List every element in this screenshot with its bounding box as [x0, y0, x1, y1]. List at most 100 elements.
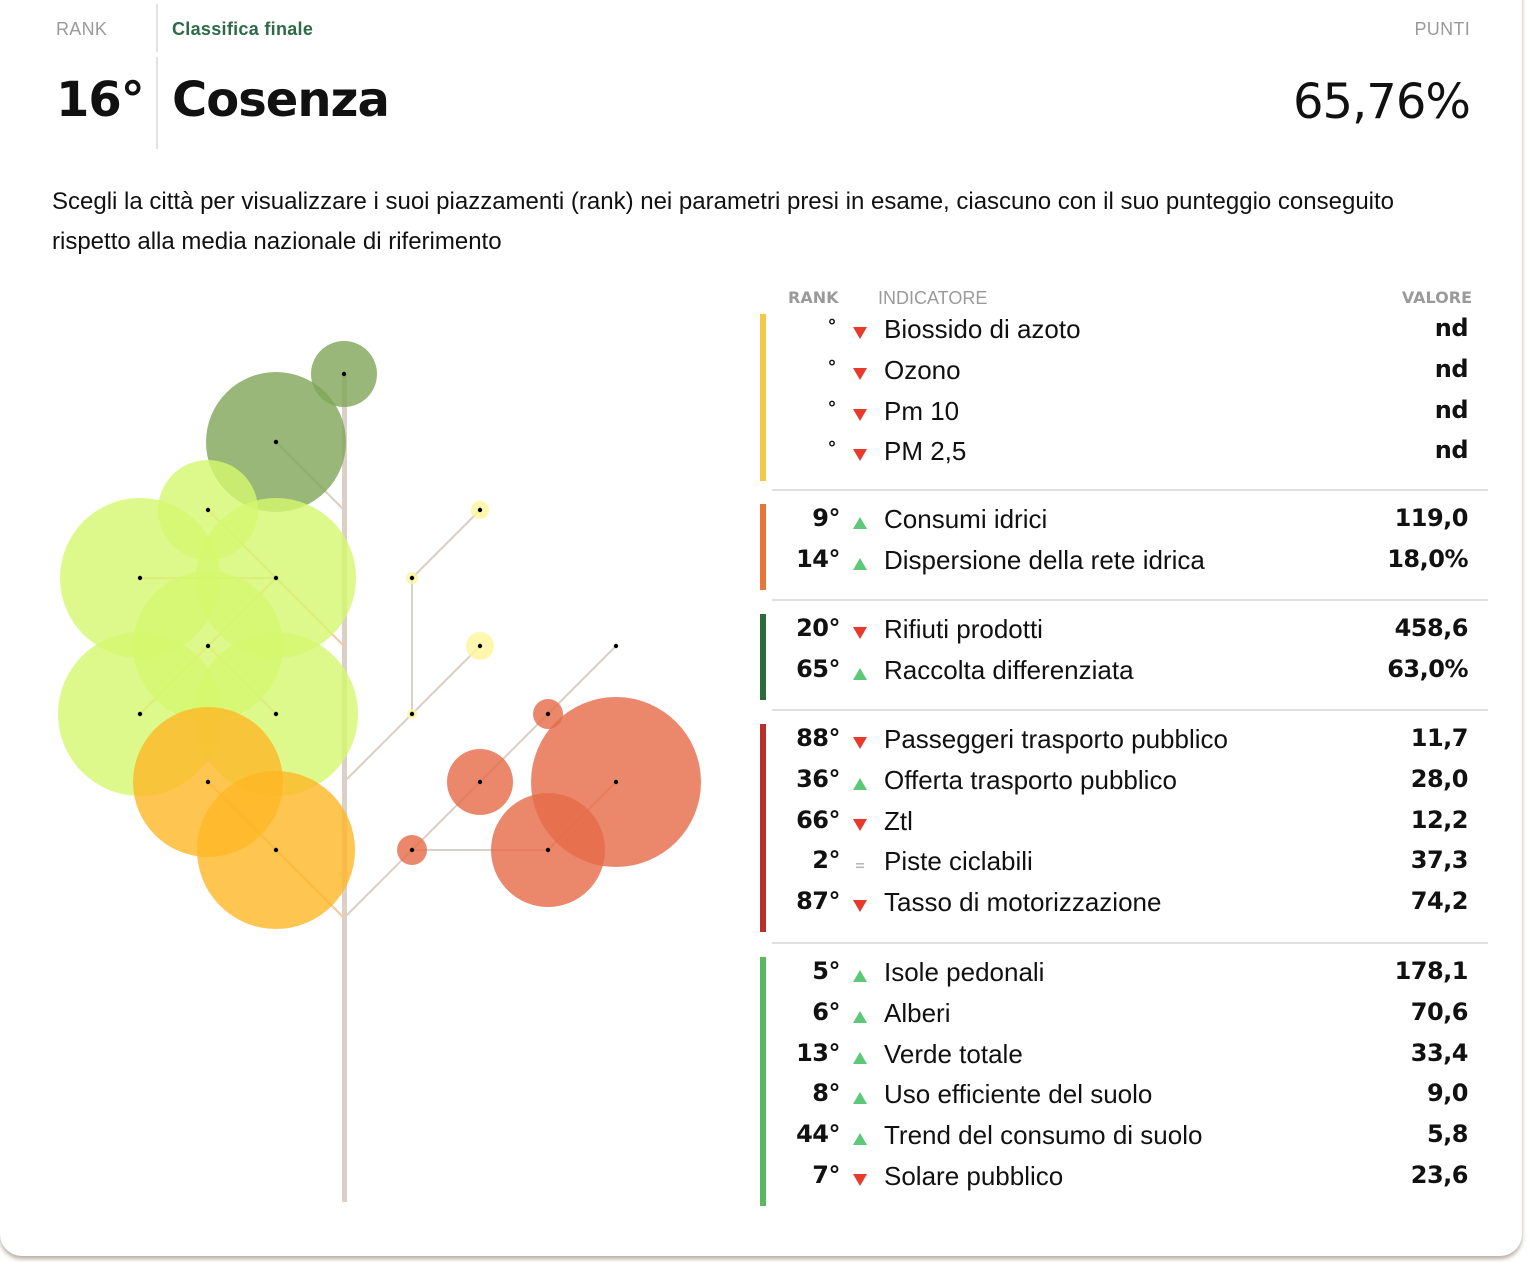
indicator-row[interactable]: 44° Trend del consumo di suolo 5,8: [760, 1120, 1488, 1161]
tree-node-dot: [545, 847, 551, 853]
indicator-rank: 13°: [796, 1038, 840, 1067]
indicator-label: Offerta trasporto pubblico: [884, 764, 1177, 795]
indicator-label: Piste ciclabili: [884, 846, 1033, 877]
group-color-bar: [760, 314, 766, 482]
trend-down-icon: [853, 818, 867, 831]
indicator-row[interactable]: 14° Dispersione della rete idrica 18,0%: [760, 545, 1488, 586]
indicator-row[interactable]: 88° Passeggeri trasporto pubblico 11,7: [760, 724, 1488, 765]
rank-column-label: RANK: [56, 19, 108, 39]
indicator-row[interactable]: 66° Ztl 12,2: [760, 806, 1488, 847]
indicator-label: Dispersione della rete idrica: [884, 544, 1205, 575]
city-name[interactable]: Cosenza: [172, 72, 390, 128]
indicator-value: nd: [1434, 354, 1469, 383]
trend-equal-icon: [856, 863, 864, 869]
indicator-row[interactable]: 13° Verde totale 33,4: [760, 1039, 1488, 1080]
indicator-value: 12,2: [1410, 805, 1469, 834]
trend-up-icon: [853, 970, 867, 982]
tree-trunk: [342, 374, 347, 1202]
tree-node-dot: [273, 711, 279, 717]
city-rank: 16°: [56, 72, 145, 128]
indicator-label: Rifiuti prodotti: [884, 614, 1043, 644]
tree-node-dot: [409, 575, 415, 581]
indicator-label: Ozono: [884, 354, 961, 385]
header-divider: [156, 4, 158, 52]
indicator-label: Passeggeri trasporto pubblico: [884, 724, 1228, 754]
indicator-label: Consumi idrici: [884, 504, 1048, 534]
indicator-value: 11,7: [1410, 724, 1469, 752]
indicator-label: Solare pubblico: [884, 1161, 1064, 1191]
trend-down-icon: [853, 367, 867, 380]
tree-branch: [411, 509, 481, 579]
tree-node-dot: [137, 575, 143, 581]
indicator-rank: 44°: [796, 1120, 840, 1149]
indicator-rank: 87°: [796, 887, 840, 916]
indicator-row[interactable]: ° Biossido di azoto nd: [760, 314, 1488, 355]
tree-node-dot: [545, 711, 551, 717]
indicator-row[interactable]: 7° Solare pubblico 23,6: [760, 1161, 1488, 1202]
group-color-bar: [760, 504, 766, 590]
indicator-rank: °: [827, 356, 837, 378]
trend-down-icon: [853, 737, 867, 749]
tree-node-dot: [613, 643, 619, 649]
indicator-label: Alberi: [884, 997, 951, 1028]
indicator-row[interactable]: 9° Consumi idrici 119,0: [760, 504, 1488, 545]
indicator-rank: 14°: [796, 544, 840, 573]
indicator-row[interactable]: 20° Rifiuti prodotti 458,6: [760, 614, 1488, 655]
indicator-rank: 8°: [812, 1079, 840, 1108]
group-color-bar: [760, 614, 766, 700]
indicator-tree: [58, 341, 701, 1202]
tree-node-dot: [477, 643, 483, 649]
indicator-value: 63,0%: [1387, 654, 1468, 683]
tree-node-dot: [477, 779, 483, 785]
indicator-row[interactable]: 5° Isole pedonali 178,1: [760, 957, 1488, 998]
classification-label: Classifica finale: [172, 19, 314, 39]
indicator-rank: 88°: [796, 724, 840, 752]
tree-node-dot: [341, 371, 347, 377]
indicator-label: Isole pedonali: [884, 957, 1045, 987]
indicator-value: 9,0: [1426, 1079, 1469, 1108]
tree-node-dot: [273, 847, 279, 853]
indicator-row[interactable]: 87° Tasso di motorizzazione 74,2: [760, 887, 1488, 928]
indicator-row[interactable]: 6° Alberi 70,6: [760, 998, 1488, 1039]
indicator-row[interactable]: ° PM 2,5 nd: [760, 436, 1488, 477]
indicator-row[interactable]: ° Ozono nd: [760, 355, 1488, 396]
tree-node-dot: [205, 643, 211, 649]
indicator-rank: °: [827, 316, 837, 337]
indicator-rank: 65°: [796, 654, 840, 683]
rank-header: RANK: [788, 288, 839, 307]
indicator-row[interactable]: 65° Raccolta differenziata 63,0%: [760, 655, 1488, 696]
indicator-label: Raccolta differenziata: [884, 654, 1134, 685]
indicator-rank: 66°: [796, 805, 840, 834]
trend-down-icon: [853, 627, 867, 639]
trend-down-icon: [853, 1174, 867, 1186]
indicator-row[interactable]: ° Pm 10 nd: [760, 396, 1488, 437]
indicator-row[interactable]: 2° Piste ciclabili 37,3: [760, 846, 1488, 887]
indicator-header: INDICATORE: [878, 288, 988, 308]
indicator-rank: 20°: [796, 614, 840, 642]
group-divider: [772, 942, 1488, 944]
header-divider: [156, 57, 158, 149]
indicator-value: 178,1: [1394, 957, 1469, 985]
indicator-rank: 9°: [812, 504, 840, 532]
indicator-value: nd: [1434, 436, 1469, 465]
trend-up-icon: [853, 777, 867, 790]
indicator-rank: 5°: [812, 957, 840, 985]
tree-node-dot: [273, 575, 279, 581]
indicator-rank: 36°: [796, 764, 840, 793]
trend-up-icon: [853, 667, 867, 680]
trend-down-icon: [853, 327, 867, 339]
indicator-label: Ztl: [884, 805, 913, 836]
trend-up-icon: [853, 557, 867, 570]
indicator-row[interactable]: 8° Uso efficiente del suolo 9,0: [760, 1079, 1488, 1120]
indicator-row[interactable]: 36° Offerta trasporto pubblico 28,0: [760, 765, 1488, 806]
indicator-group: 9° Consumi idrici 119,0 14° Dispersione dell…: [760, 504, 1488, 601]
indicator-label: Pm 10: [884, 395, 960, 426]
indicator-group: 88° Passeggeri trasporto pubblico 11,7 36° O…: [760, 724, 1488, 944]
tree-node-dot: [409, 847, 415, 853]
group-divider: [772, 599, 1488, 601]
city-score: 65,76%: [1292, 74, 1471, 130]
tree-node-dot: [137, 711, 143, 717]
trend-down-icon: [853, 449, 867, 462]
trend-up-icon: [853, 517, 867, 529]
indicator-value: 23,6: [1410, 1161, 1469, 1189]
